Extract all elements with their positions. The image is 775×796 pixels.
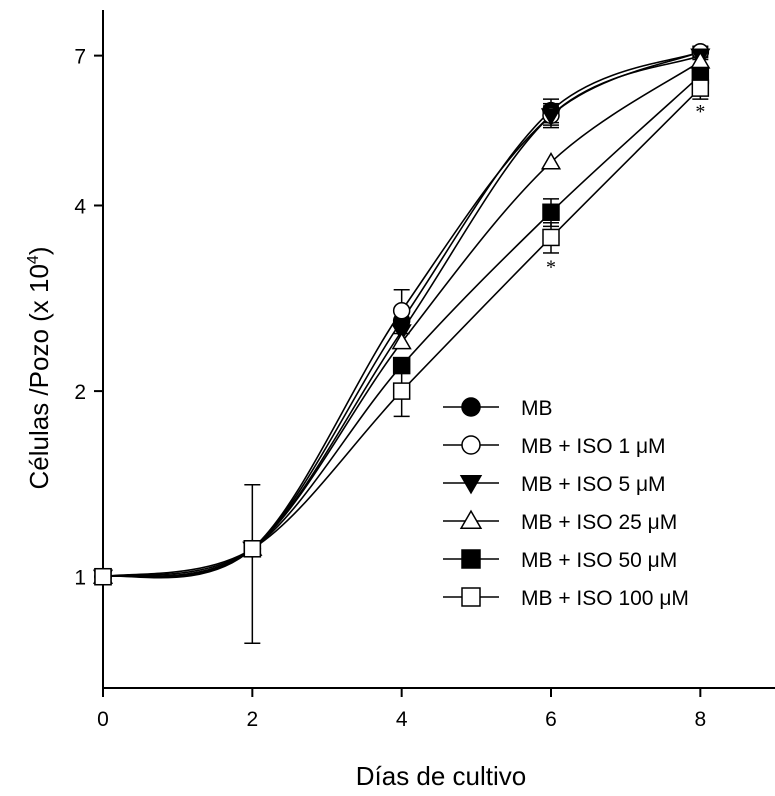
marker-series-5	[691, 79, 710, 97]
legend-marker	[461, 435, 481, 455]
legend-marker	[461, 549, 481, 569]
data-markers	[92, 43, 711, 588]
y-axis-ticks: 1 2 4 7	[74, 46, 103, 590]
significance-asterisk: *	[546, 257, 556, 279]
y-axis-title-close: )	[24, 246, 54, 255]
x-tick-label: 8	[694, 708, 706, 731]
legend-marker	[459, 475, 483, 495]
marker-series-3	[540, 151, 562, 170]
legend-label: MB + ISO 100 μM	[521, 587, 689, 610]
x-tick-label: 6	[545, 708, 557, 731]
y-axis-title-exponent: 4	[25, 255, 42, 264]
x-tick-label: 2	[246, 708, 258, 731]
x-tick-label: 4	[396, 708, 408, 731]
y-tick-label: 4	[74, 195, 86, 218]
legend-label: MB + ISO 25 μM	[521, 511, 677, 534]
legend: MB MB + ISO 1 μM MB + ISO 5 μM MB + ISO 25 …	[443, 397, 689, 610]
legend-label: MB + ISO 1 μM	[521, 435, 666, 458]
significance-asterisk: *	[695, 101, 705, 123]
marker-series-2	[540, 108, 562, 126]
y-tick-label: 7	[74, 46, 86, 69]
marker-series-4	[392, 356, 411, 375]
x-tick-label: 0	[97, 708, 109, 731]
legend-label: MB	[521, 397, 553, 420]
marker-series-3	[391, 331, 412, 350]
y-axis-title-main: Células /Pozo (x 10	[24, 264, 54, 489]
legend-label: MB + ISO 50 μM	[521, 549, 677, 572]
x-axis-ticks: 0 2 4 6 8	[97, 688, 706, 731]
legend-marker	[461, 397, 481, 417]
annotations: **	[546, 101, 705, 279]
marker-series-5	[94, 567, 112, 586]
marker-series-5	[542, 228, 560, 247]
x-axis-title: Días de cultivo	[356, 761, 527, 791]
legend-label: MB + ISO 5 μM	[521, 473, 666, 496]
legend-marker	[461, 587, 481, 607]
y-axis-title: Células /Pozo (x 104)	[24, 246, 54, 489]
marker-series-4	[542, 203, 560, 222]
y-tick-label: 1	[74, 567, 86, 590]
marker-series-5	[243, 540, 262, 558]
y-tick-label: 2	[74, 381, 86, 404]
marker-series-5	[392, 382, 411, 400]
legend-marker	[459, 509, 483, 529]
marker-series-1	[392, 301, 411, 320]
